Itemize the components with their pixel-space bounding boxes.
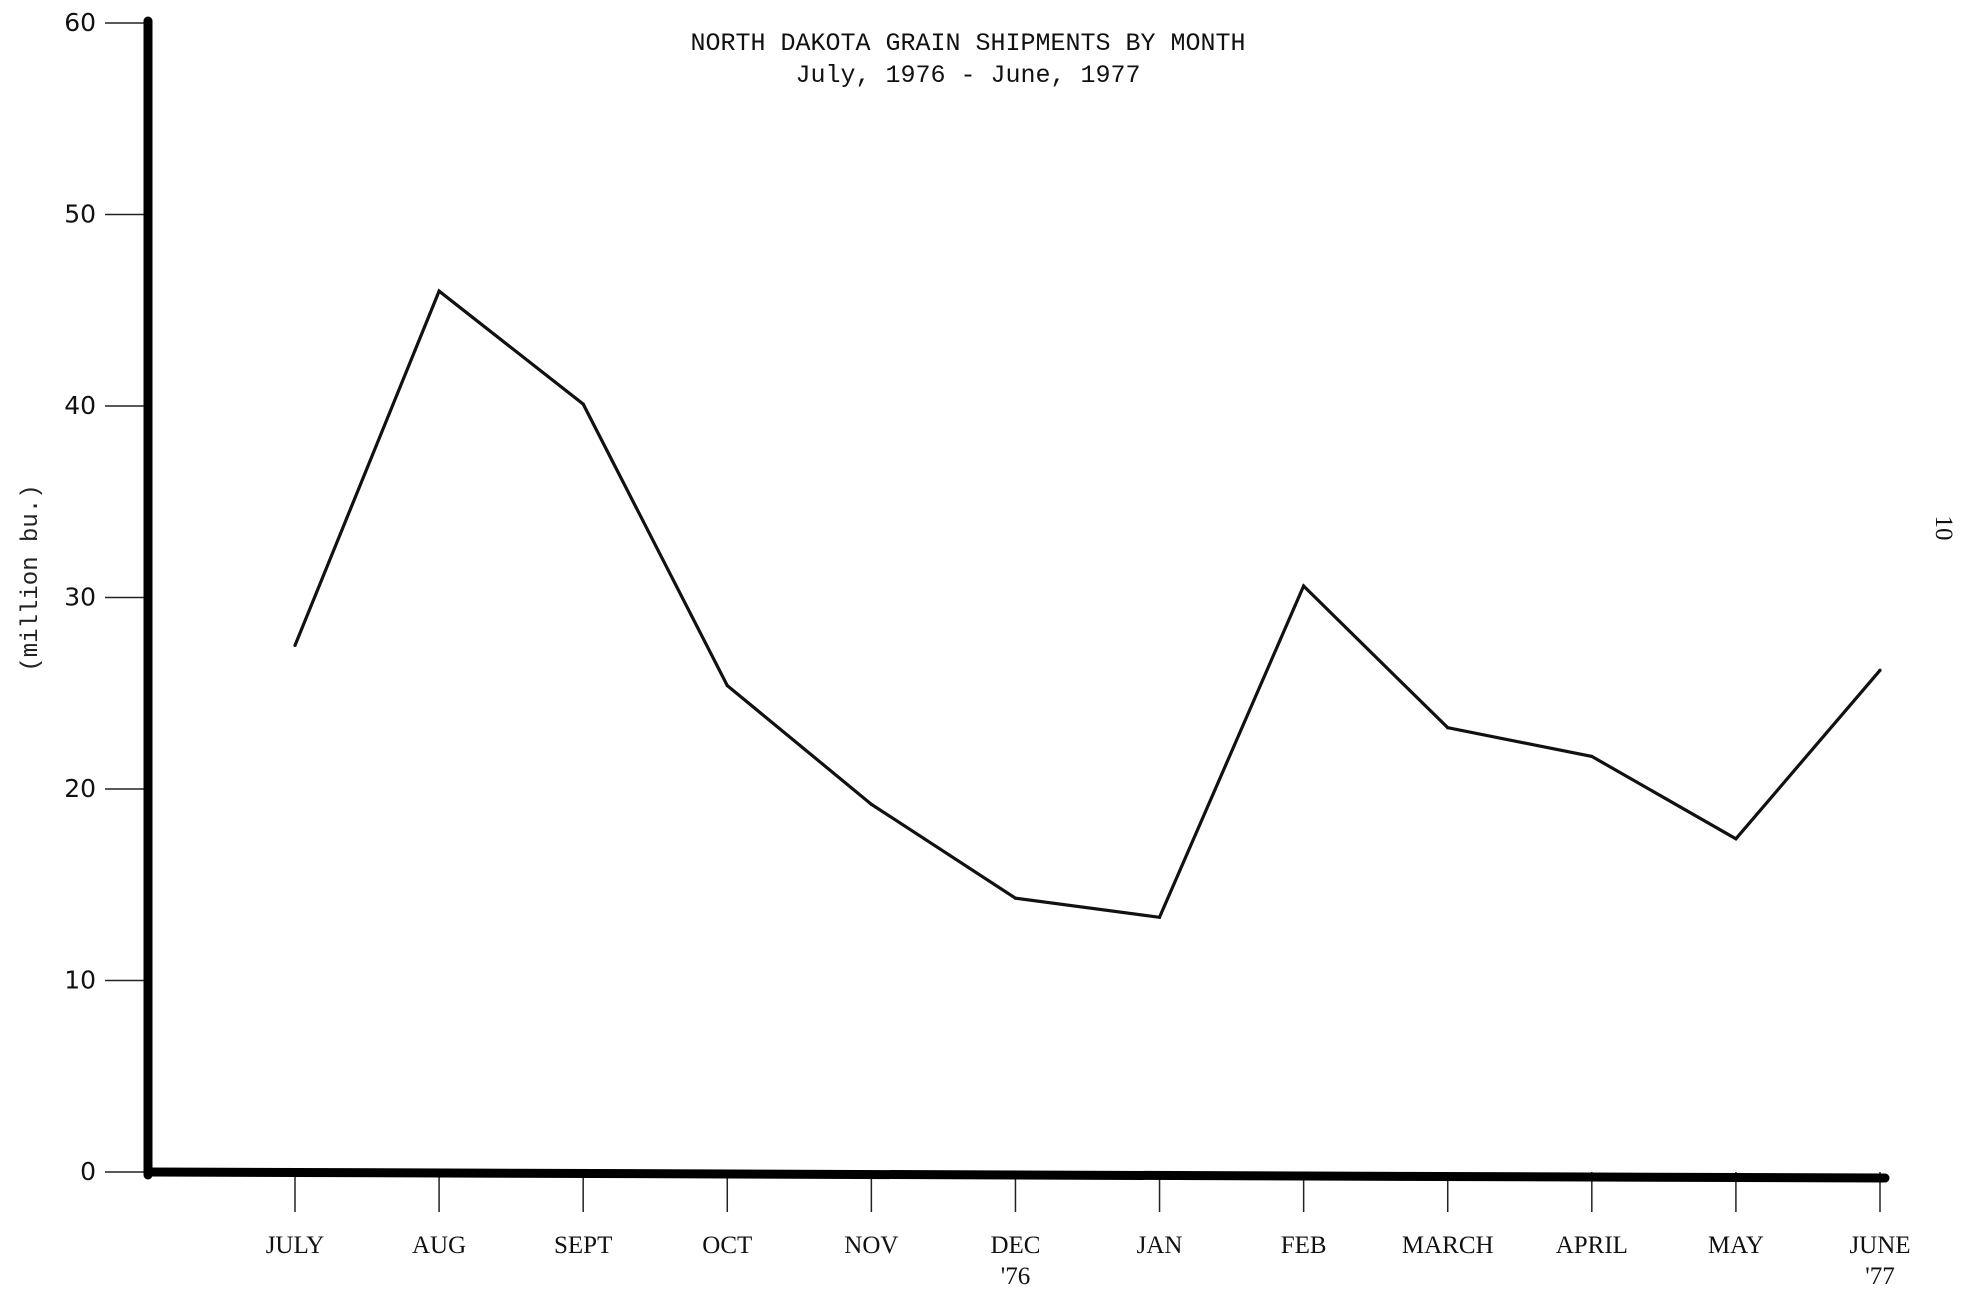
y-tick-label: 50 bbox=[64, 200, 96, 229]
y-tick-label: 0 bbox=[80, 1157, 96, 1186]
data-point bbox=[1013, 896, 1018, 900]
series-line bbox=[293, 288, 1882, 920]
chart-title-block: NORTH DAKOTA GRAIN SHIPMENTS BY MONTH Ju… bbox=[690, 29, 1245, 90]
x-axis-ticks: JULY AUG SEPT OCT NOV DEC '76 JAN FEB MARCH APRIL M… bbox=[266, 1172, 1911, 1290]
x-tick-sublabel: '77 bbox=[1865, 1263, 1895, 1290]
page-number: 10 bbox=[1930, 516, 1957, 541]
data-point bbox=[293, 643, 297, 647]
x-tick-label: APRIL bbox=[1556, 1232, 1628, 1259]
x-tick-label: MAY bbox=[1708, 1232, 1764, 1259]
chart-title: NORTH DAKOTA GRAIN SHIPMENTS BY MONTH bbox=[690, 29, 1245, 58]
x-tick-label: SEPT bbox=[554, 1232, 612, 1259]
x-tick-label: FEB bbox=[1281, 1232, 1327, 1259]
data-point bbox=[1446, 726, 1450, 730]
data-point bbox=[1878, 668, 1882, 672]
y-axis-ticks: 0 10 20 30 40 50 60 bbox=[64, 8, 148, 1186]
series-layer bbox=[293, 288, 1882, 920]
data-point bbox=[725, 683, 729, 688]
x-tick-label: MARCH bbox=[1402, 1232, 1494, 1259]
x-tick-label: AUG bbox=[412, 1232, 466, 1259]
y-tick-label: 10 bbox=[64, 966, 96, 995]
y-tick-label: 30 bbox=[64, 583, 96, 612]
data-point bbox=[1590, 754, 1594, 759]
axes bbox=[143, 16, 1890, 1183]
y-axis-label: (million bu.) bbox=[18, 484, 45, 671]
x-tick-label: DEC bbox=[990, 1232, 1040, 1259]
data-point bbox=[437, 289, 441, 293]
y-tick-label: 40 bbox=[64, 391, 96, 420]
data-point bbox=[1302, 584, 1306, 588]
x-tick-label: JAN bbox=[1137, 1232, 1183, 1259]
x-tick-label: NOV bbox=[844, 1232, 898, 1259]
x-tick-sublabel: '76 bbox=[1001, 1263, 1031, 1290]
data-point bbox=[581, 402, 585, 406]
y-tick-label: 20 bbox=[64, 774, 96, 803]
y-tick-label: 60 bbox=[64, 8, 96, 37]
x-tick-label: OCT bbox=[702, 1232, 752, 1259]
chart-subtitle: July, 1976 - June, 1977 bbox=[795, 61, 1140, 90]
x-tick-label: JULY bbox=[266, 1232, 325, 1259]
data-point bbox=[869, 802, 873, 806]
x-tick-label: JUNE bbox=[1849, 1232, 1910, 1259]
x-axis-line bbox=[143, 1167, 1890, 1183]
data-point bbox=[1734, 837, 1738, 841]
data-point bbox=[1157, 915, 1162, 919]
